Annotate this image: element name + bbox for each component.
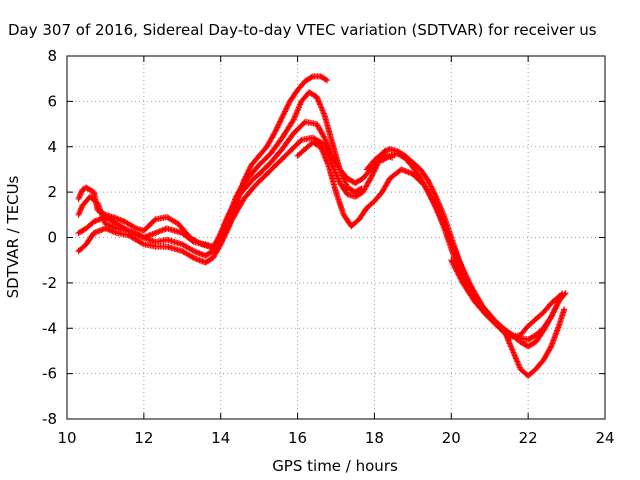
data-point bbox=[139, 240, 146, 247]
chart-title: Day 307 of 2016, Sidereal Day-to-day VTE… bbox=[8, 21, 597, 39]
y-axis-label: SDTVAR / TECUs bbox=[4, 175, 22, 298]
y-tick-label: 8 bbox=[47, 47, 57, 65]
data-point bbox=[557, 292, 564, 299]
data-point bbox=[385, 153, 392, 160]
data-point bbox=[561, 306, 568, 313]
x-axis-label: GPS time / hours bbox=[272, 457, 398, 475]
x-tick-label: 14 bbox=[211, 429, 230, 447]
x-tick-label: 16 bbox=[288, 429, 307, 447]
data-point bbox=[136, 232, 143, 239]
data-point bbox=[562, 290, 569, 297]
series-3 bbox=[75, 118, 396, 259]
series-8 bbox=[448, 257, 565, 341]
data-point bbox=[547, 344, 554, 351]
data-point bbox=[324, 77, 331, 84]
y-tick-label: -4 bbox=[42, 319, 57, 337]
data-point bbox=[132, 230, 139, 237]
x-tick-label: 22 bbox=[519, 429, 538, 447]
data-point bbox=[138, 233, 145, 240]
y-tick-label: -8 bbox=[42, 410, 57, 428]
data-point bbox=[189, 238, 196, 245]
data-point bbox=[139, 233, 146, 240]
y-tick-label: 2 bbox=[47, 183, 57, 201]
series-7 bbox=[379, 150, 568, 379]
y-tick-label: -6 bbox=[42, 365, 57, 383]
data-point bbox=[558, 291, 565, 298]
y-tick-label: 4 bbox=[47, 138, 57, 156]
data-point bbox=[308, 74, 315, 81]
x-tick-label: 12 bbox=[134, 429, 153, 447]
data-point bbox=[322, 76, 329, 83]
y-tick-label: 6 bbox=[47, 92, 57, 110]
data-point bbox=[129, 229, 136, 236]
y-tick-label: -2 bbox=[42, 274, 57, 292]
x-tick-label: 20 bbox=[442, 429, 461, 447]
data-points bbox=[75, 73, 569, 379]
x-tick-label: 10 bbox=[57, 429, 76, 447]
x-tick-label: 24 bbox=[595, 429, 614, 447]
data-point bbox=[133, 231, 140, 238]
data-point bbox=[135, 232, 142, 239]
y-tick-label: 0 bbox=[47, 229, 57, 247]
x-tick-label: 18 bbox=[365, 429, 384, 447]
data-point bbox=[131, 230, 138, 237]
